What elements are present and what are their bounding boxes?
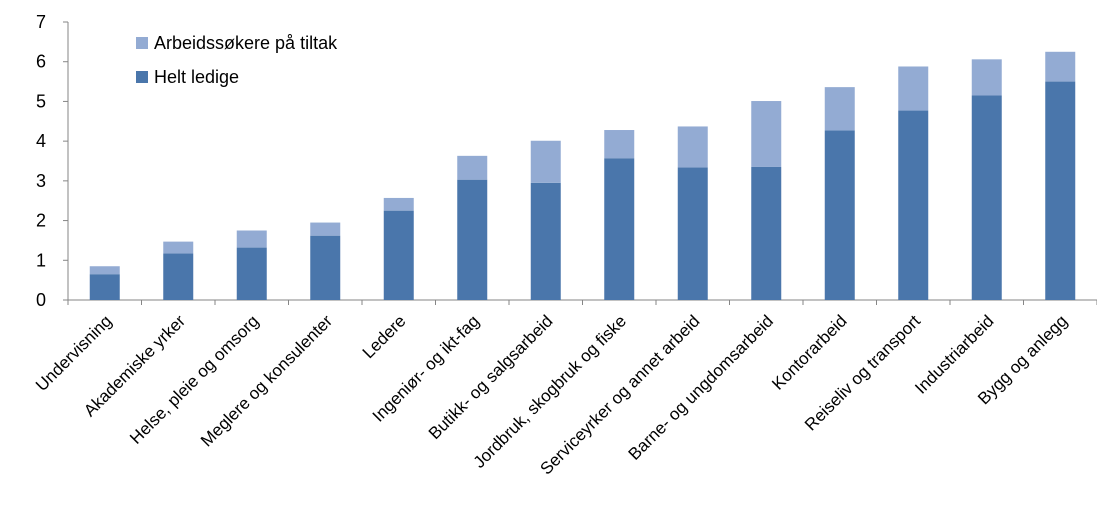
legend-swatch [136, 37, 148, 49]
bar-arbeidssokere-paa-tiltak [971, 59, 1002, 96]
bar-arbeidssokere-paa-tiltak [898, 66, 929, 111]
bar-arbeidssokere-paa-tiltak [677, 126, 708, 168]
y-tick-label: 0 [36, 290, 46, 310]
legend-swatch [136, 71, 148, 83]
bar-helt-ledige [310, 235, 341, 300]
x-category-label: Butikk- og salgsarbeid [425, 311, 557, 443]
x-category-label: Undervisning [32, 311, 116, 395]
bar-helt-ledige [677, 167, 708, 300]
bar-helt-ledige [89, 274, 120, 300]
y-tick-label: 7 [36, 12, 46, 32]
x-category-label: Barne- og ungdomsarbeid [625, 311, 777, 463]
bar-arbeidssokere-paa-tiltak [236, 230, 267, 248]
bar-helt-ledige [751, 166, 782, 300]
x-category-label: Helse, pleie og omsorg [126, 311, 262, 447]
x-category-label: Kontorarbeid [768, 311, 850, 393]
bar-helt-ledige [163, 253, 194, 300]
y-tick-label: 5 [36, 91, 46, 111]
bar-helt-ledige [236, 247, 267, 300]
bar-arbeidssokere-paa-tiltak [457, 155, 488, 180]
x-category-label: Meglere og konsulenter [197, 311, 336, 450]
bar-arbeidssokere-paa-tiltak [89, 266, 120, 275]
bar-arbeidssokere-paa-tiltak [163, 241, 194, 254]
y-tick-label: 1 [36, 250, 46, 270]
y-tick-label: 6 [36, 52, 46, 72]
bar-arbeidssokere-paa-tiltak [604, 130, 635, 159]
bar-helt-ledige [824, 130, 855, 300]
bar-helt-ledige [1045, 81, 1076, 300]
bar-helt-ledige [971, 95, 1002, 300]
bar-arbeidssokere-paa-tiltak [824, 87, 855, 131]
bar-helt-ledige [898, 110, 929, 300]
y-tick-label: 3 [36, 171, 46, 191]
x-category-label: Jordbruk, skogbruk og fiske [470, 311, 630, 471]
bar-arbeidssokere-paa-tiltak [530, 140, 561, 183]
legend-label: Arbeidssøkere på tiltak [154, 33, 338, 53]
bar-arbeidssokere-paa-tiltak [1045, 51, 1076, 82]
y-tick-label: 2 [36, 211, 46, 231]
bar-helt-ledige [383, 210, 414, 300]
bar-helt-ledige [604, 158, 635, 300]
bar-arbeidssokere-paa-tiltak [751, 101, 782, 167]
bar-helt-ledige [530, 182, 561, 300]
bar-arbeidssokere-paa-tiltak [383, 197, 414, 211]
x-category-label: Ledere [359, 311, 410, 362]
bar-arbeidssokere-paa-tiltak [310, 222, 341, 236]
y-tick-label: 4 [36, 131, 46, 151]
bar-helt-ledige [457, 179, 488, 300]
x-category-label: Serviceyrker og annet arbeid [536, 311, 703, 478]
legend-label: Helt ledige [154, 67, 239, 87]
